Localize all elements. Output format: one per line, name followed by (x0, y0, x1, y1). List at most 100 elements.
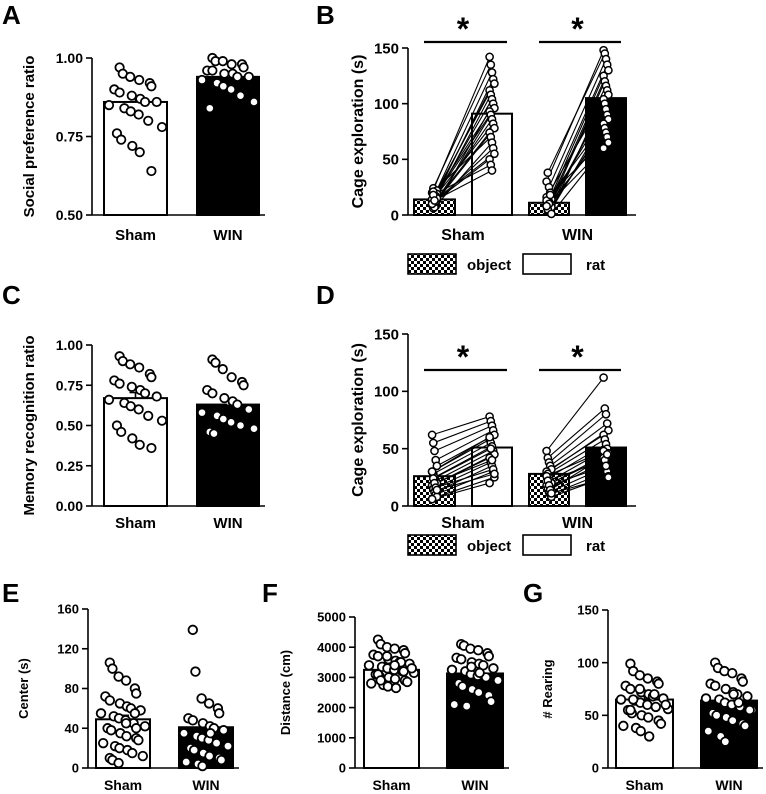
legend-swatch-rat (522, 253, 572, 275)
data-point (744, 704, 755, 716)
data-point (733, 697, 744, 708)
data-point (483, 651, 495, 662)
pair-line (548, 443, 607, 478)
data-point (602, 419, 612, 428)
data-point (700, 693, 712, 704)
x-category-label: WIN (562, 227, 593, 244)
pair-line (435, 429, 494, 461)
data-point (487, 455, 497, 465)
data-point (104, 695, 116, 706)
y-tick-label: 50 (382, 152, 399, 169)
x-category-label: WIN (715, 777, 742, 793)
legend-swatch-rat (522, 534, 572, 556)
data-point (432, 461, 442, 471)
data-point (486, 444, 496, 454)
data-point (649, 689, 660, 700)
panel-letter-f: F (262, 578, 278, 608)
data-point (427, 467, 437, 476)
data-point (107, 663, 118, 674)
data-point (389, 673, 401, 685)
data-point (389, 643, 400, 654)
data-point (139, 721, 151, 732)
data-point (430, 196, 439, 205)
x-category-label: WIN (562, 515, 593, 532)
data-point (490, 149, 499, 159)
legend-label-object: object (467, 257, 511, 274)
pair-line (431, 111, 491, 200)
data-point (205, 728, 216, 739)
data-point (127, 433, 138, 444)
data-point (398, 666, 409, 677)
data-point (137, 750, 149, 762)
pair-line (550, 142, 609, 215)
data-point (363, 660, 375, 671)
x-category-label: Sham (115, 515, 156, 532)
data-point (226, 372, 237, 383)
panel-letter-c: C (2, 280, 21, 310)
pair-line (547, 439, 606, 475)
pair-line (546, 147, 604, 207)
data-point (232, 399, 243, 410)
data-point (121, 731, 132, 742)
pair-line (548, 58, 607, 188)
panel-letter-b: B (316, 0, 335, 30)
data-point (739, 720, 751, 732)
data-point (204, 103, 215, 114)
data-point (146, 372, 157, 383)
data-point (126, 90, 137, 101)
data-point (113, 757, 124, 769)
chart-panel-c: 0.00 0.25 0.50 0.75 1.00 Memory recognition r… (21, 335, 265, 532)
y-tick-label: 50 (585, 708, 599, 723)
pair-line (546, 450, 604, 477)
y-tick-label: 2000 (317, 700, 346, 715)
y-axis-title: # Rearing (540, 659, 555, 718)
data-point (466, 661, 477, 673)
y-axis-title: Cage exploration (s) (350, 55, 367, 209)
data-point (232, 71, 243, 82)
y-tick-label: 1000 (317, 730, 346, 745)
y-tick-label: 0.50 (56, 418, 83, 434)
pair-line (435, 123, 494, 197)
pair-line (433, 461, 492, 490)
pair-line (548, 466, 607, 493)
data-point (133, 404, 144, 415)
data-point (114, 378, 125, 389)
data-point (125, 71, 136, 82)
data-point (133, 734, 144, 746)
data-point (146, 165, 157, 177)
data-point (207, 65, 218, 76)
data-point (727, 715, 738, 726)
pair-line (547, 459, 605, 482)
y-tick-label: 150 (577, 603, 599, 618)
data-point (427, 494, 437, 504)
data-point (187, 624, 199, 636)
y-tick-label: 150 (374, 40, 399, 57)
data-point (457, 681, 468, 692)
data-point (485, 696, 497, 707)
x-category-label: Sham (104, 777, 142, 793)
chart-panel-b: 0 50 100 150 Cage exploration (s) Sham * WIN * ob… (350, 11, 636, 275)
pair-line (434, 425, 493, 452)
data-point (134, 362, 145, 373)
x-category-label: WIN (192, 777, 219, 793)
x-category-label: Sham (372, 777, 410, 793)
data-point (485, 52, 494, 62)
data-point (217, 364, 228, 375)
data-point (127, 747, 138, 759)
data-point (488, 663, 499, 674)
y-tick-label: 0.75 (56, 377, 83, 393)
data-point (218, 725, 229, 736)
pair-line (431, 436, 490, 473)
data-point (213, 708, 225, 719)
data-point (634, 683, 646, 695)
y-tick-label: 100 (374, 384, 399, 401)
data-point (402, 676, 413, 688)
pair-line (549, 422, 608, 467)
data-point (604, 138, 613, 147)
pair-line (431, 132, 491, 206)
data-point (547, 209, 556, 219)
data-point (372, 651, 384, 662)
data-point (655, 718, 667, 729)
x-category-label: WIN (213, 227, 242, 244)
